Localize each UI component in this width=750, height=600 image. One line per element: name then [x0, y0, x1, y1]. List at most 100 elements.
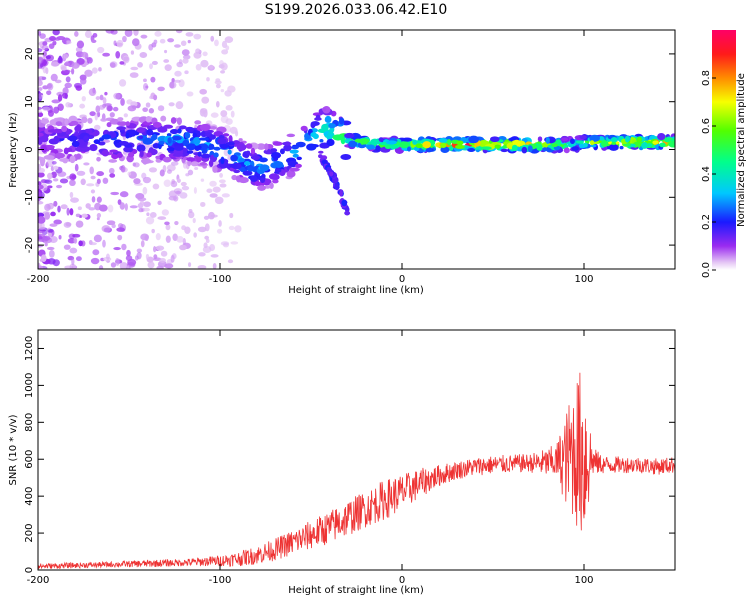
- noise-point: [38, 112, 44, 118]
- noise-point: [63, 244, 71, 250]
- noise-point: [53, 200, 58, 207]
- noise-point: [50, 73, 58, 82]
- ridge-point: [172, 153, 184, 157]
- noise-point: [225, 105, 233, 111]
- spectrogram-y-ticks: -20 -10 0 10 20: [24, 48, 675, 253]
- x-tick-label: 100: [574, 575, 593, 586]
- ridge-point: [186, 143, 197, 151]
- ridge-point: [83, 135, 90, 143]
- noise-point: [123, 113, 129, 118]
- noise-point: [119, 202, 125, 210]
- figure-title: S199.2026.033.06.42.E10: [265, 2, 448, 18]
- noise-point: [140, 233, 150, 241]
- ridge-point: [270, 151, 282, 159]
- ridge-point: [315, 114, 321, 120]
- noise-point: [133, 30, 139, 36]
- noise-point: [109, 112, 115, 118]
- ridge-point: [219, 143, 229, 150]
- noise-point: [44, 179, 53, 184]
- ridge-point: [146, 128, 154, 136]
- noise-point: [209, 64, 214, 70]
- noise-point: [90, 175, 96, 180]
- branch-point: [326, 166, 331, 171]
- noise-point: [103, 227, 111, 233]
- noise-point: [200, 59, 209, 68]
- noise-point: [81, 51, 88, 58]
- ridge-point: [456, 140, 464, 146]
- ridge-point: [179, 125, 187, 130]
- noise-point: [110, 191, 120, 196]
- ridge-point: [272, 179, 279, 184]
- ridge-point: [407, 146, 412, 152]
- ridge-point: [93, 139, 101, 145]
- noise-point: [201, 96, 210, 104]
- ridge-point: [254, 181, 261, 187]
- noise-point: [42, 50, 47, 57]
- noise-point: [204, 223, 210, 232]
- noise-point: [116, 227, 125, 232]
- noise-point: [121, 243, 127, 251]
- noise-point: [164, 49, 168, 54]
- ridge-point: [48, 138, 59, 145]
- branch-point: [339, 190, 343, 197]
- ridge-point: [40, 135, 49, 143]
- ridge-point: [222, 133, 230, 137]
- ridge-point: [257, 185, 266, 191]
- ridge-point: [54, 152, 66, 159]
- ridge-point: [140, 158, 152, 164]
- noise-point: [198, 252, 206, 257]
- noise-point: [206, 77, 210, 82]
- ridge-point: [176, 117, 182, 125]
- ridge-point: [542, 147, 548, 152]
- ridge-point: [401, 137, 413, 142]
- noise-point: [159, 38, 166, 44]
- ridge-point: [54, 128, 61, 134]
- noise-point: [53, 178, 59, 182]
- ridge-point: [415, 143, 423, 149]
- ridge-point: [467, 147, 476, 153]
- noise-point: [142, 176, 152, 184]
- noise-point: [209, 180, 217, 187]
- noise-point: [142, 107, 149, 113]
- noise-point: [90, 257, 100, 265]
- noise-point: [187, 262, 192, 268]
- noise-point: [39, 33, 46, 39]
- ridge-point: [610, 136, 618, 143]
- ridge-point: [537, 136, 543, 142]
- noise-point: [91, 39, 97, 43]
- noise-point: [95, 96, 101, 101]
- ridge-point: [289, 149, 299, 154]
- noise-point: [204, 235, 210, 240]
- noise-point: [193, 232, 197, 238]
- ridge-point: [589, 134, 600, 142]
- y-tick-label: 1000: [24, 373, 35, 398]
- noise-point: [41, 235, 51, 241]
- y-tick-label: 400: [24, 487, 35, 506]
- noise-point: [38, 184, 44, 190]
- noise-point: [102, 177, 109, 184]
- noise-point: [65, 102, 71, 108]
- noise-point: [71, 174, 77, 180]
- noise-point: [184, 226, 191, 235]
- noise-point: [98, 265, 104, 269]
- ridge-point: [359, 138, 370, 145]
- spectrogram-x-axis-label: Height of straight line (km): [288, 285, 424, 296]
- noise-point: [180, 40, 187, 47]
- noise-point: [45, 55, 51, 60]
- noise-point: [49, 36, 56, 42]
- noise-point: [57, 205, 61, 213]
- ridge-point: [157, 126, 168, 133]
- ridge-point: [271, 174, 280, 180]
- noise-point: [230, 241, 239, 245]
- ridge-point: [200, 153, 211, 159]
- ridge-point: [125, 132, 130, 139]
- noise-point: [57, 171, 67, 177]
- noise-point: [50, 61, 60, 67]
- ridge-point: [123, 146, 134, 153]
- noise-point: [71, 257, 75, 266]
- ridge-point: [213, 146, 221, 151]
- ridge-point: [212, 166, 218, 173]
- noise-point: [180, 181, 187, 187]
- ridge-point: [571, 146, 579, 151]
